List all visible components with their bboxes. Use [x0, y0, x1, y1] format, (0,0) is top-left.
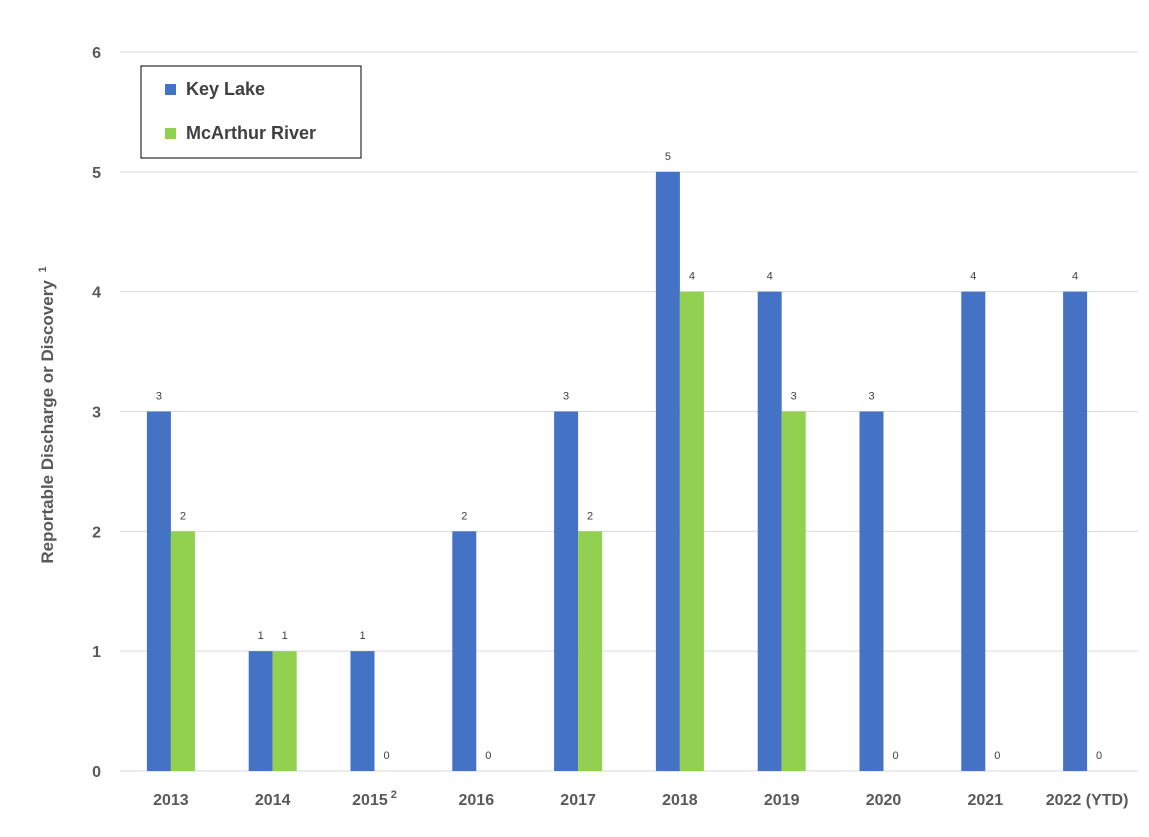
data-label-mcarthur-river: 3 — [791, 391, 797, 403]
bar-key-lake — [452, 531, 477, 771]
bar-key-lake — [554, 411, 579, 771]
x-tick-label: 2020 — [866, 792, 902, 809]
data-label-mcarthur-river: 1 — [282, 630, 288, 642]
bar-key-lake — [655, 171, 680, 772]
legend-label-mcarthur-river: McArthur River — [186, 123, 316, 143]
data-label-key-lake: 3 — [563, 391, 569, 403]
y-axis-title: Reportable Discharge or Discovery 1 — [37, 266, 57, 563]
data-labels: 3 2 1 1 1 0 2 0 3 2 5 4 4 3 3 0 4 0 4 0 — [156, 151, 1102, 762]
data-label-key-lake: 1 — [359, 630, 365, 642]
bar-key-lake — [350, 651, 375, 771]
data-label-mcarthur-river: 0 — [383, 750, 389, 762]
legend-swatch-key-lake — [165, 84, 176, 95]
bar-key-lake — [146, 411, 171, 771]
x-tick-label: 2019 — [764, 792, 800, 809]
data-label-key-lake: 1 — [258, 630, 264, 642]
y-axis-title-footnote: 1 — [37, 266, 49, 272]
x-tick-label: 2017 — [560, 792, 596, 809]
data-label-mcarthur-river: 2 — [587, 510, 593, 522]
x-tick-label: 2016 — [459, 792, 495, 809]
legend: Key Lake McArthur River — [140, 65, 362, 159]
bars — [146, 171, 1088, 772]
bar-key-lake — [859, 411, 884, 771]
y-tick-label: 2 — [92, 524, 101, 541]
x-tick-label: 2021 — [968, 792, 1004, 809]
data-label-mcarthur-river: 0 — [994, 750, 1000, 762]
legend-label-key-lake: Key Lake — [186, 79, 265, 99]
y-tick-label: 4 — [92, 285, 101, 302]
x-tick-label: 2015 2 — [352, 789, 397, 809]
x-tick-label: 2022 (YTD) — [1046, 792, 1129, 809]
data-label-mcarthur-river: 0 — [485, 750, 491, 762]
x-tick-label: 2018 — [662, 792, 698, 809]
y-axis-title-text: Reportable Discharge or Discovery — [38, 280, 57, 564]
bar-mcarthur-river — [679, 291, 704, 771]
x-tick-label: 2013 — [153, 792, 189, 809]
legend-swatch-mcarthur-river — [165, 128, 176, 139]
data-label-key-lake: 4 — [1072, 271, 1078, 283]
data-label-mcarthur-river: 4 — [689, 271, 695, 283]
x-axis-ticks: 2013 2014 2015 2 2016 2017 2018 2019 2020 2021 202… — [153, 789, 1128, 809]
data-label-key-lake: 3 — [868, 391, 874, 403]
bar-key-lake — [1063, 291, 1088, 771]
data-label-key-lake: 2 — [461, 510, 467, 522]
y-tick-label: 0 — [92, 764, 101, 781]
data-label-mcarthur-river: 0 — [892, 750, 898, 762]
y-tick-label: 6 — [92, 45, 101, 62]
data-label-mcarthur-river: 0 — [1096, 750, 1102, 762]
data-label-key-lake: 4 — [970, 271, 976, 283]
y-axis-ticks: 0 1 2 3 4 5 6 — [92, 45, 101, 781]
bar-key-lake — [961, 291, 986, 771]
bar-key-lake — [248, 651, 273, 771]
x-tick-label: 2014 — [255, 792, 291, 809]
bar-mcarthur-river — [272, 651, 297, 771]
bar-mcarthur-river — [781, 411, 806, 771]
bar-key-lake — [757, 291, 782, 771]
data-label-mcarthur-river: 2 — [180, 510, 186, 522]
bar-mcarthur-river — [578, 531, 603, 771]
data-label-key-lake: 3 — [156, 391, 162, 403]
y-tick-label: 1 — [92, 644, 101, 661]
y-tick-label: 3 — [92, 405, 101, 422]
data-label-key-lake: 4 — [767, 271, 773, 283]
data-label-key-lake: 5 — [665, 151, 671, 163]
y-tick-label: 5 — [92, 165, 101, 182]
legend-box — [140, 65, 362, 159]
bar-mcarthur-river — [170, 531, 195, 771]
